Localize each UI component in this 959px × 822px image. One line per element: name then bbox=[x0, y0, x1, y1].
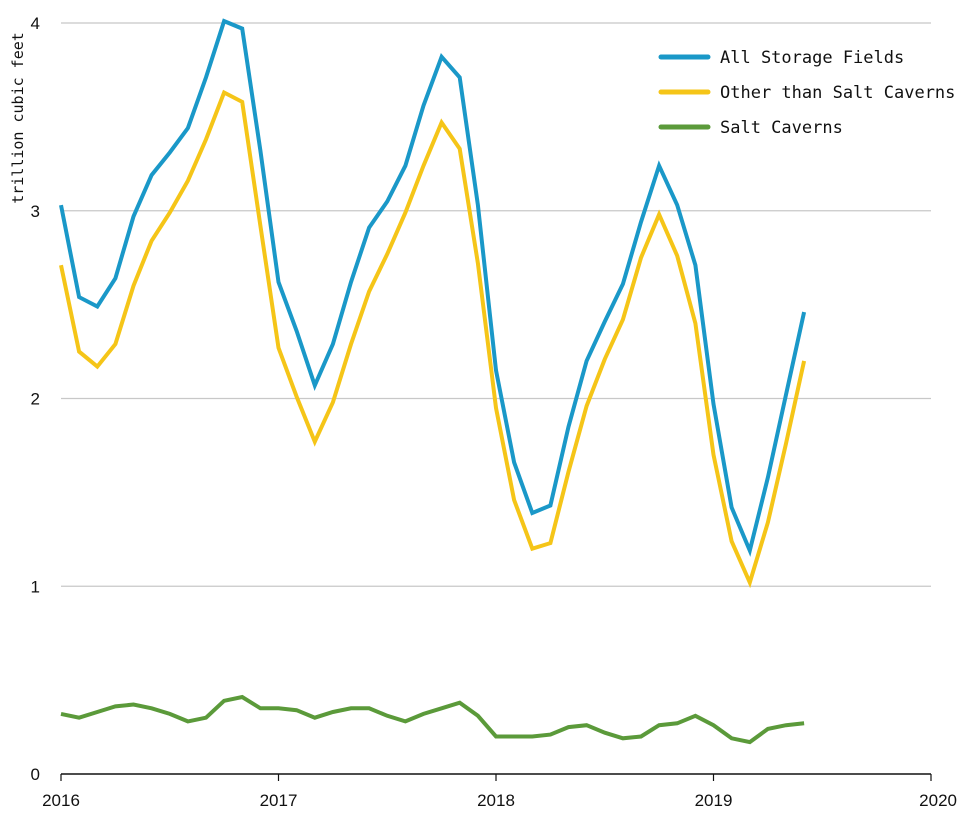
x-tick-label: 2020 bbox=[919, 791, 957, 810]
series-line-other-than-salt-caverns bbox=[59, 89, 807, 589]
x-ticks: 2016 2017 2018 2019 2020 bbox=[42, 774, 957, 810]
y-tick-label: 0 bbox=[31, 765, 40, 784]
legend-label-salt-caverns: Salt Caverns bbox=[720, 118, 843, 138]
y-axis-title: trillion cubic feet bbox=[9, 32, 27, 204]
x-tick-label: 2018 bbox=[477, 791, 515, 810]
y-tick-label: 2 bbox=[31, 390, 40, 409]
y-tick-label: 4 bbox=[31, 14, 40, 33]
series-line-salt-caverns bbox=[60, 694, 805, 745]
series-line-all-storage-fields bbox=[59, 18, 807, 557]
gridlines bbox=[61, 22, 931, 587]
y-tick-label: 3 bbox=[31, 202, 40, 221]
legend-label-other-than-salt-caverns: Other than Salt Caverns bbox=[720, 83, 955, 103]
x-tick-label: 2016 bbox=[42, 791, 80, 810]
series-lines bbox=[59, 18, 807, 745]
x-tick-label: 2019 bbox=[695, 791, 733, 810]
y-tick-label: 1 bbox=[31, 577, 40, 596]
y-ticks: 0 1 2 3 4 bbox=[31, 14, 40, 784]
x-tick-label: 2017 bbox=[260, 791, 298, 810]
legend-label-all-storage-fields: All Storage Fields bbox=[720, 48, 904, 68]
legend: All Storage Fields Other than Salt Cavern… bbox=[658, 48, 955, 138]
